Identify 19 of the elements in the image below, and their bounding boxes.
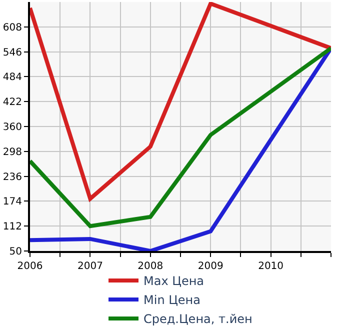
legend-label: Сред.Цена, т.йен: [144, 312, 252, 326]
x-tick-label: 2010: [258, 261, 284, 272]
x-tick-label: 2007: [77, 261, 103, 272]
y-tick-label: 236: [2, 172, 22, 183]
x-tick-label: 2009: [198, 261, 224, 272]
y-tick-label: 546: [2, 47, 22, 58]
y-tick-label: 298: [2, 146, 22, 158]
x-tick-label: 2008: [138, 261, 164, 272]
legend-label: Max Цена: [144, 274, 204, 288]
y-tick-label: 112: [2, 222, 22, 233]
line-series: [30, 2, 331, 201]
y-tick-label: 174: [2, 196, 22, 208]
y-tick-label: 360: [2, 122, 22, 133]
x-tick-label: 2006: [17, 261, 43, 272]
y-tick-label: 50: [9, 246, 22, 258]
y-tick-label: 422: [2, 97, 22, 108]
legend-label: Min Цена: [144, 293, 201, 308]
y-tick-label: 608: [2, 22, 22, 34]
y-tick-label: 484: [2, 72, 22, 84]
